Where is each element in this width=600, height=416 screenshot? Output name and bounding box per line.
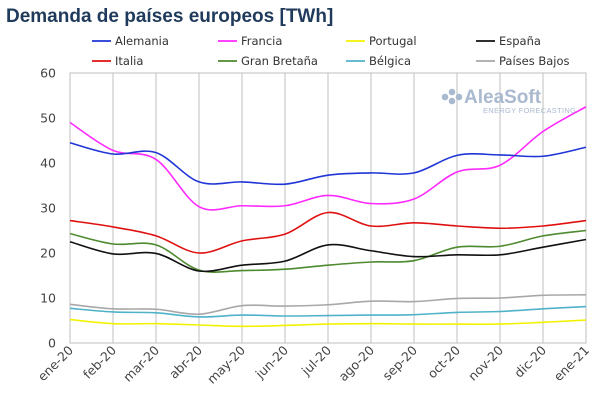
legend-label: España xyxy=(499,34,541,48)
x-tick-label: ene-21 xyxy=(551,343,593,385)
y-tick-label: 20 xyxy=(40,246,56,261)
y-axis-ticks: 0 10 20 30 40 50 60 xyxy=(40,66,56,351)
series-line-alemania xyxy=(69,141,587,186)
x-tick-label: jul-20 xyxy=(298,342,334,378)
x-tick-label: dic-20 xyxy=(511,342,549,380)
x-tick-label: oct-20 xyxy=(424,342,463,381)
legend-item-paises-bajos: Países Bajos xyxy=(476,54,570,68)
legend-label: Italia xyxy=(115,54,143,68)
chart-title: Demanda de países europeos [TWh] xyxy=(6,6,333,27)
x-tick-label: jun-20 xyxy=(252,342,291,381)
legend-item-italia: Italia xyxy=(92,54,143,68)
aleasoft-watermark: AleaSoft ENERGY FORECASTING xyxy=(441,87,576,115)
y-tick-label: 30 xyxy=(40,201,56,216)
plot-area xyxy=(69,72,587,344)
legend-item-alemania: Alemania xyxy=(92,34,169,48)
watermark-tagline: ENERGY FORECASTING xyxy=(483,106,576,115)
legend: Alemania Francia Portugal España Italia Gran … xyxy=(92,34,570,68)
y-tick-label: 40 xyxy=(40,156,56,171)
x-tick-label: sep-20 xyxy=(379,342,420,383)
legend-label: Bélgica xyxy=(369,54,411,68)
x-tick-label: ago-20 xyxy=(335,342,377,384)
legend-item-gran-bretana: Gran Bretaña xyxy=(218,54,318,68)
watermark-brand: AleaSoft xyxy=(464,87,542,108)
x-tick-label: may-20 xyxy=(204,342,248,386)
series-line-italia xyxy=(69,211,587,254)
aleasoft-logo-icon xyxy=(441,88,463,105)
y-tick-label: 60 xyxy=(40,66,56,81)
series-line-portugal xyxy=(69,318,587,328)
legend-label: Alemania xyxy=(115,34,169,48)
legend-label: Países Bajos xyxy=(499,54,570,68)
legend-item-espana: España xyxy=(476,34,541,48)
legend-item-belgica: Bélgica xyxy=(346,54,411,68)
series-line-espana xyxy=(69,238,587,273)
y-tick-label: 0 xyxy=(48,336,56,351)
series-lines xyxy=(69,106,587,328)
x-tick-label: abr-20 xyxy=(166,342,205,381)
series-line-francia xyxy=(69,106,587,211)
x-tick-label: mar-20 xyxy=(120,342,162,384)
legend-item-francia: Francia xyxy=(218,34,282,48)
y-tick-label: 50 xyxy=(40,111,56,126)
gridlines xyxy=(112,73,544,343)
legend-label: Francia xyxy=(241,34,282,48)
legend-item-portugal: Portugal xyxy=(346,34,417,48)
plot-border xyxy=(69,72,587,344)
series-line-paises-bajos xyxy=(69,294,587,316)
series-line-belgica xyxy=(69,305,587,318)
legend-label: Portugal xyxy=(369,34,417,48)
y-tick-label: 10 xyxy=(40,291,56,306)
series-line-gran-bretana xyxy=(69,229,587,273)
x-tick-label: feb-20 xyxy=(80,342,119,381)
legend-label: Gran Bretaña xyxy=(241,54,318,68)
x-tick-label: nov-20 xyxy=(465,342,506,383)
